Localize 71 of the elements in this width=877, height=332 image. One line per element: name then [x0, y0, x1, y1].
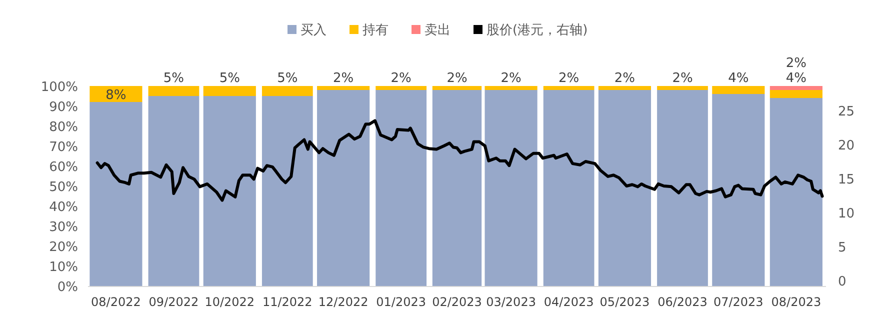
bar [770, 86, 822, 90]
data-label: 2% [672, 71, 693, 86]
y2-tick-label: 5 [838, 240, 846, 256]
bar [148, 96, 200, 286]
y-tick-label: 20% [49, 240, 78, 255]
y-tick-label: 50% [49, 180, 78, 195]
data-label: 2% [500, 71, 522, 86]
bar [598, 86, 652, 90]
bar [148, 86, 200, 96]
x-tick-label: 09/2022 [148, 295, 199, 309]
x-tick-label: 05/2023 [600, 295, 650, 309]
data-label: 5% [277, 71, 298, 86]
bar [203, 96, 256, 286]
bar [262, 96, 313, 286]
y2-tick-label: 0 [838, 274, 846, 290]
bar [484, 86, 538, 90]
bar [262, 86, 313, 96]
y-tick-label: 70% [49, 140, 78, 155]
x-tick-label: 06/2023 [658, 295, 708, 309]
data-label: 2% [446, 71, 468, 86]
y2-tick-label: 25 [838, 104, 855, 120]
line-series [96, 119, 824, 202]
bar [203, 86, 256, 96]
data-label: 2% [558, 71, 580, 86]
bar [90, 102, 142, 286]
data-label: 2% [614, 71, 636, 86]
bar [376, 90, 427, 286]
y-tick-label: 0% [57, 280, 78, 295]
y-tick-label: 80% [49, 120, 78, 135]
y2-tick-label: 10 [838, 206, 855, 222]
bar [543, 90, 594, 286]
x-tick-label: 03/2023 [486, 295, 536, 309]
data-label: 2% [786, 56, 806, 71]
bar [376, 86, 427, 90]
y-tick-label: 90% [49, 100, 78, 115]
bar [712, 94, 765, 286]
bar [712, 86, 765, 94]
bar [317, 86, 370, 90]
y-tick-label: 40% [49, 200, 78, 215]
x-tick-label: 12/2022 [318, 295, 368, 309]
y-tick-label: 10% [49, 260, 78, 275]
x-tick-label: 08/2022 [91, 295, 141, 309]
bar [598, 90, 652, 286]
bar [484, 90, 538, 286]
y-tick-label: 100% [40, 80, 78, 95]
legend-label: 持有 [362, 23, 388, 38]
data-label: 5% [219, 71, 240, 86]
x-tick-label: 04/2023 [544, 295, 594, 309]
x-tick-label: 08/2023 [771, 295, 822, 309]
legend-label: 卖出 [424, 23, 450, 38]
x-tick-label: 01/2023 [376, 295, 426, 309]
y-tick-label: 30% [49, 220, 78, 235]
x-tick-label: 11/2022 [262, 295, 312, 309]
legend-label: 买入 [300, 23, 326, 38]
x-tick-label: 07/2023 [713, 295, 764, 309]
y2-tick-label: 15 [838, 172, 855, 188]
y-tick-label: 60% [49, 160, 78, 175]
data-label: 8% [106, 88, 126, 103]
data-label: 5% [163, 71, 184, 86]
x-tick-label: 02/2023 [432, 295, 482, 309]
bar [770, 90, 822, 98]
x-tick-label: 10/2022 [204, 295, 255, 309]
bar [317, 90, 370, 286]
data-label: 4% [728, 71, 749, 86]
y2-tick-label: 20 [838, 138, 855, 154]
data-label: 2% [390, 71, 412, 86]
bar [770, 98, 822, 286]
bar [543, 86, 594, 90]
data-label: 2% [333, 71, 354, 86]
legend-label: 股价(港元，右轴) [486, 23, 588, 38]
data-label: 4% [786, 71, 806, 86]
